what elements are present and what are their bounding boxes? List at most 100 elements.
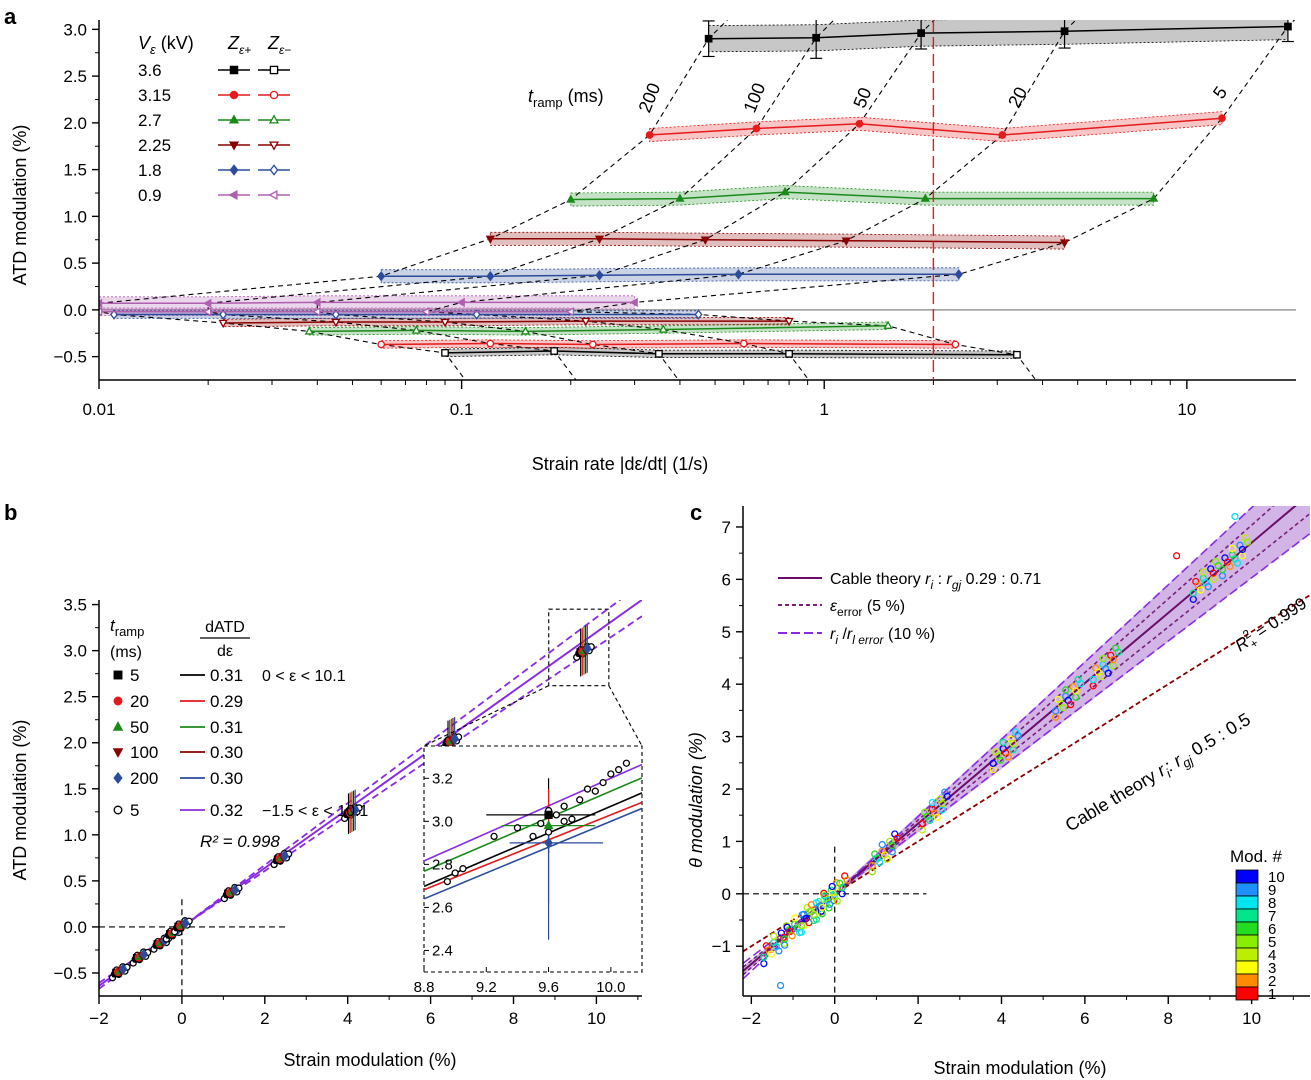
legend-header: Vε (kV) [138, 33, 194, 57]
x-tick-label: 0.01 [82, 400, 115, 419]
data-point [1172, 552, 1181, 560]
inset-y-tick-label: 2.4 [432, 942, 453, 959]
y-tick-label: 3.0 [63, 642, 87, 661]
legend-slope-value: 0.31 [210, 718, 243, 737]
data-point [1059, 704, 1067, 712]
x-tick-label: 4 [997, 1009, 1006, 1028]
data-point [1014, 732, 1022, 740]
data-point [791, 914, 799, 922]
data-point [1067, 700, 1075, 709]
data-point [1228, 544, 1237, 553]
ramp-curve [207, 20, 835, 380]
series-marker [655, 349, 663, 358]
panel-a-xlabel: Strain rate |dε/dt| (1/s) [532, 454, 708, 474]
resistance-error-line [743, 506, 1255, 980]
r-squared-label: R² = 0.998 [200, 832, 280, 851]
inset-data-point [560, 817, 568, 825]
series-marker [520, 326, 531, 335]
series-line [381, 342, 956, 346]
data-point [888, 841, 896, 850]
x-tick-label: 2 [913, 1009, 922, 1028]
legend-header-v: V [138, 33, 152, 53]
legend-slope-value: 0.32 [210, 801, 243, 820]
series-confidence-band [444, 346, 1018, 359]
data-point [350, 804, 360, 816]
legend-marker-neg [269, 90, 279, 100]
panel-b-ylabel: ATD modulation (%) [10, 720, 30, 881]
data-point [775, 947, 783, 955]
x-tick-label: 2 [260, 1009, 269, 1028]
series-marker [883, 320, 893, 329]
legend-ramp-unit: (ms) [110, 644, 142, 661]
cable-theory-equal-line [743, 594, 1310, 953]
colorbar-swatch [1235, 895, 1259, 910]
error-band [743, 506, 1310, 977]
colorbar-swatch [1235, 908, 1259, 923]
data-point [1109, 655, 1117, 664]
legend-marker-pos [229, 164, 239, 176]
series-marker [456, 297, 465, 308]
r-squared-label: R2+ = 0.999 [1230, 591, 1311, 658]
y-tick-label: 5 [722, 623, 731, 642]
legend-range: 0 < ε < 10.1 [262, 668, 346, 685]
series-marker [440, 318, 450, 328]
series-marker [1149, 193, 1159, 202]
inset-data-point [459, 865, 467, 873]
series-marker [954, 269, 963, 280]
series-marker [1284, 22, 1292, 31]
data-point [582, 643, 592, 655]
data-point [139, 948, 149, 961]
legend-slope-value: 0.31 [210, 666, 243, 685]
colorbar-swatch [1235, 869, 1259, 884]
y-tick-label: 1.0 [63, 826, 87, 845]
series-marker [595, 270, 604, 281]
data-point [280, 850, 290, 862]
ramp-label-unit: (ms) [563, 86, 604, 106]
panel-a-ylabel: ATD modulation (%) [10, 125, 30, 286]
series-marker [1059, 239, 1070, 248]
panel-label-c: c [690, 500, 702, 525]
x-tick-label: 10 [587, 1009, 606, 1028]
x-tick-label: 4 [343, 1009, 352, 1028]
series-marker [700, 236, 710, 245]
legend-ramp-header: tramp [110, 616, 144, 639]
inset-mean-marker [543, 820, 554, 830]
y-tick-label: 1.5 [63, 780, 87, 799]
series-marker [812, 33, 821, 42]
series-marker [998, 131, 1007, 139]
series-marker [486, 339, 495, 348]
colorbar-swatch [1235, 986, 1259, 1001]
data-point [1097, 672, 1105, 680]
inset-data-point [537, 819, 545, 828]
x-tick-label: −2 [89, 1009, 108, 1028]
inset-mean-marker [544, 837, 553, 849]
data-point [1089, 675, 1097, 684]
series-marker [566, 194, 576, 203]
series-marker [377, 270, 386, 282]
series-marker [1060, 27, 1069, 36]
x-tick-label: 6 [1080, 1009, 1089, 1028]
data-point [760, 953, 768, 961]
panel-a-legend: Vε (kV) Zε+ Zε− 3.6 3.15 2.7 2.25 1.8 0.9 [138, 33, 291, 205]
data-point [876, 858, 884, 867]
inset-data-point [451, 869, 459, 877]
panel-c-ylabel: θ modulation (%) [686, 732, 706, 868]
legend-slope-value: 0.30 [210, 769, 243, 788]
x-tick-label: −2 [742, 1009, 761, 1028]
x-tick-label: 0 [177, 1009, 186, 1028]
inset-data-point [529, 832, 537, 841]
data-point [797, 922, 806, 930]
data-point [999, 738, 1007, 747]
legend-marker-pos [228, 114, 240, 124]
data-point [1114, 648, 1122, 656]
legend-range: −1.5 < ε < 10.1 [262, 803, 368, 820]
series-marker [441, 349, 449, 357]
series-marker [785, 349, 793, 358]
inset-data-point [568, 815, 576, 823]
colorbar-label: 3 [1268, 960, 1276, 977]
y-tick-label: 7 [722, 518, 731, 537]
series-marker [734, 269, 743, 280]
inset-data-point [576, 796, 584, 804]
